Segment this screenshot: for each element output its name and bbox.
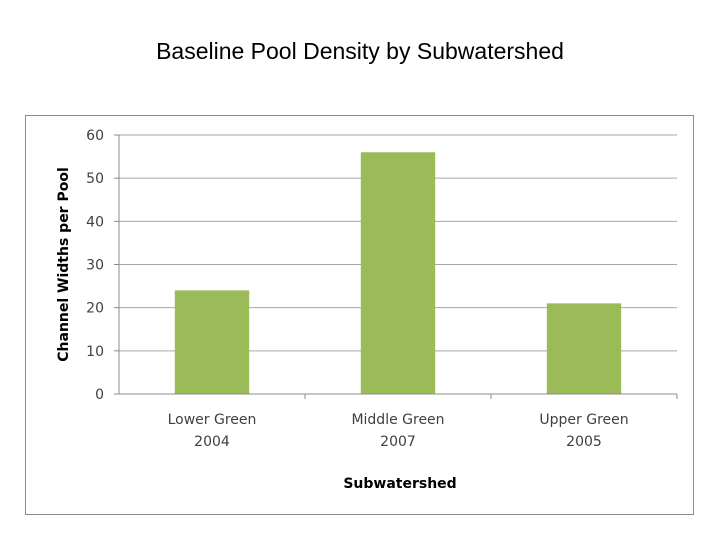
page-title: Baseline Pool Density by Subwatershed	[156, 38, 564, 64]
y-tick-labels: 0 10 20 30 40 50 60	[86, 128, 104, 403]
x-tick-label: Upper Green	[539, 412, 628, 428]
y-tick-label: 60	[86, 128, 104, 144]
bars	[174, 152, 622, 394]
x-tick-label: 2004	[194, 434, 230, 450]
y-tick-label: 30	[86, 258, 104, 274]
x-tick-label: 2007	[380, 434, 416, 450]
y-tick-label: 40	[86, 214, 104, 230]
y-tick-label: 50	[86, 171, 104, 187]
y-axis-title: Channel Widths per Pool	[56, 167, 72, 362]
x-tick-labels: Lower Green 2004 Middle Green 2007 Upper Gre…	[168, 412, 629, 450]
chart-frame: 0 10 20 30 40 50 60 Lower Green 2004 Middle Gree…	[25, 115, 694, 515]
x-tick-label: Lower Green	[168, 412, 257, 428]
bar-chart: 0 10 20 30 40 50 60 Lower Green 2004 Middle Gree…	[56, 128, 678, 492]
bar	[360, 152, 436, 394]
x-tick-label: 2005	[566, 434, 602, 450]
y-tick-label: 20	[86, 301, 104, 317]
bar	[174, 290, 250, 394]
x-tick-label: Middle Green	[351, 412, 444, 428]
y-tick-label: 0	[95, 387, 104, 403]
axes	[114, 134, 678, 399]
x-axis-title: Subwatershed	[343, 476, 456, 492]
bar	[546, 303, 622, 394]
y-tick-label: 10	[86, 344, 104, 360]
